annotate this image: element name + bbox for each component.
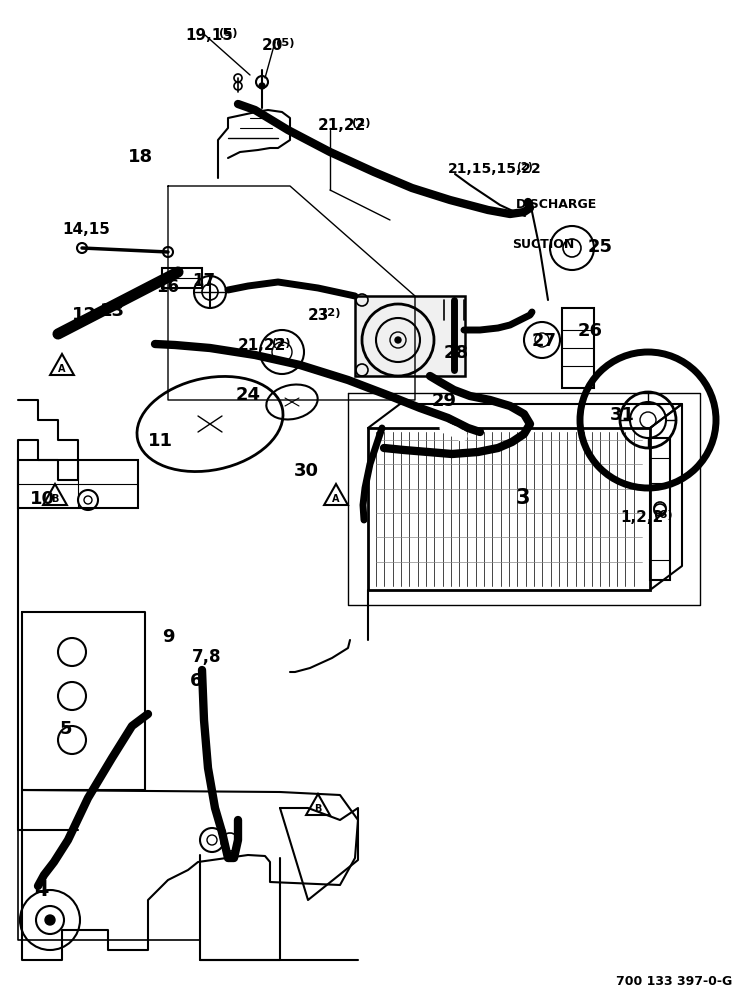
- Text: SUCTION: SUCTION: [512, 238, 574, 251]
- Text: 7,8: 7,8: [192, 648, 222, 666]
- Text: A: A: [58, 364, 65, 374]
- Text: (2): (2): [352, 118, 371, 128]
- Text: 4: 4: [34, 880, 48, 900]
- Text: DISCHARGE: DISCHARGE: [516, 198, 597, 211]
- Bar: [355, 296, 465, 376]
- Text: (2): (2): [516, 162, 533, 172]
- Text: 17: 17: [192, 272, 215, 290]
- Text: 5: 5: [60, 720, 72, 738]
- Text: 13: 13: [100, 302, 125, 320]
- Text: (2): (2): [321, 308, 340, 318]
- Text: 29: 29: [432, 392, 457, 410]
- Text: 1,2,2: 1,2,2: [620, 510, 663, 525]
- Text: 21,22: 21,22: [318, 118, 366, 133]
- Circle shape: [45, 915, 55, 925]
- Text: 21,22: 21,22: [238, 338, 286, 353]
- Bar: [162, 268, 202, 288]
- Text: 9: 9: [162, 628, 175, 646]
- Text: 23: 23: [308, 308, 330, 323]
- Circle shape: [84, 496, 92, 504]
- Text: 3: 3: [516, 488, 530, 508]
- Text: 26: 26: [578, 322, 603, 340]
- Text: 20: 20: [262, 38, 283, 53]
- Bar: [368, 428, 650, 590]
- Text: 31: 31: [610, 406, 635, 424]
- Text: B: B: [51, 494, 59, 504]
- Text: (6): (6): [654, 510, 673, 520]
- Text: 700 133 397-0-G: 700 133 397-0-G: [616, 975, 732, 988]
- Text: 21,15,15,22: 21,15,15,22: [448, 162, 542, 176]
- Text: 16: 16: [156, 278, 179, 296]
- Text: (5): (5): [219, 28, 237, 38]
- Text: 6: 6: [190, 672, 202, 690]
- Text: 12: 12: [72, 306, 97, 324]
- Bar: [562, 308, 594, 388]
- Circle shape: [395, 337, 401, 343]
- Bar: [18, 460, 138, 508]
- Text: 10: 10: [30, 490, 55, 508]
- Text: 28: 28: [444, 344, 469, 362]
- Text: 19,15: 19,15: [185, 28, 233, 43]
- Text: A: A: [333, 494, 340, 504]
- Text: 11: 11: [148, 432, 173, 450]
- Bar: [650, 438, 670, 580]
- Text: 25: 25: [588, 238, 613, 256]
- Text: 14,15: 14,15: [62, 222, 110, 237]
- Text: 18: 18: [128, 148, 153, 166]
- Text: 27: 27: [532, 332, 557, 350]
- Text: 24: 24: [236, 386, 261, 404]
- Text: (5): (5): [275, 38, 294, 48]
- Text: 30: 30: [294, 462, 319, 480]
- Text: (2): (2): [272, 338, 291, 348]
- Circle shape: [259, 83, 265, 89]
- Text: B: B: [314, 804, 321, 814]
